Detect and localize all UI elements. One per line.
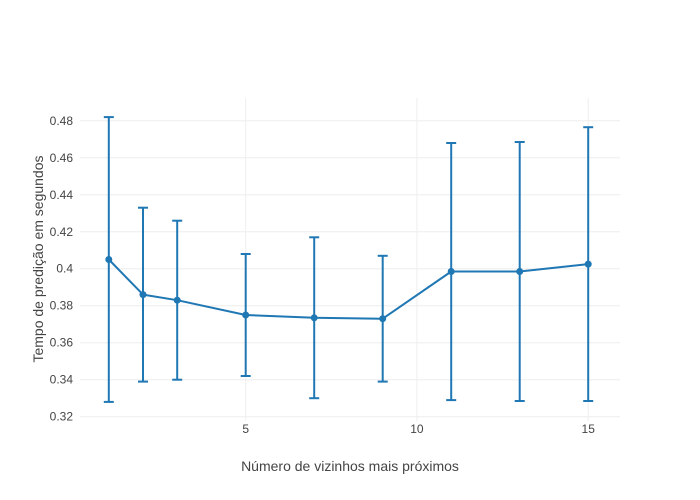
error-bars [103,116,594,403]
svg-text:0.42: 0.42 [50,225,74,239]
svg-text:0.44: 0.44 [50,188,74,202]
data-point [447,268,455,275]
x-tick-labels: 5 10 15 [242,422,595,436]
data-point [516,268,524,275]
data-point [310,314,318,322]
svg-text:0.36: 0.36 [50,336,74,350]
data-point [584,260,592,268]
gridlines [80,98,620,421]
svg-text:0.34: 0.34 [50,373,74,387]
svg-text:5: 5 [242,422,249,436]
data-point [173,296,181,304]
data-point [139,291,147,299]
svg-text:15: 15 [582,422,596,436]
data-point [105,256,113,263]
svg-text:10: 10 [410,422,424,436]
svg-text:0.32: 0.32 [50,410,74,424]
y-tick-labels: 0.32 0.34 0.36 0.38 0.4 0.42 0.44 0.46 0.48 [50,114,74,424]
x-axis-title: Número de vizinhos mais próximos [241,458,459,474]
svg-text:0.48: 0.48 [50,114,74,128]
data-point [379,315,387,323]
svg-text:0.4: 0.4 [56,262,73,276]
svg-text:0.46: 0.46 [50,151,74,165]
data-points[interactable] [105,256,592,323]
y-axis-title: Tempo de predição em segundos [30,155,46,363]
svg-text:0.38: 0.38 [50,299,74,313]
data-point [242,311,250,319]
